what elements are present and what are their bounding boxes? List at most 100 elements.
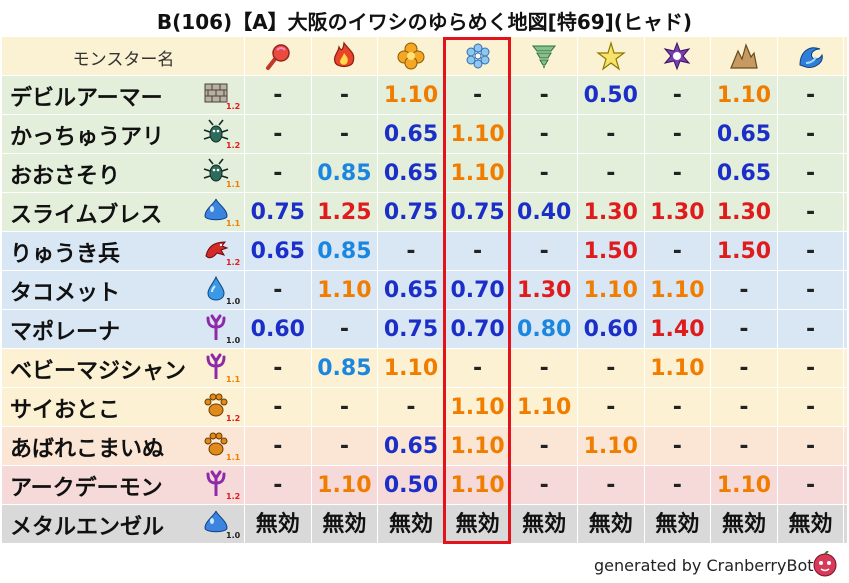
resistance-value: - xyxy=(711,310,778,348)
slime-icon xyxy=(203,509,229,535)
hyado-ice-icon xyxy=(445,37,512,75)
jibaria-rock-spikes-icon xyxy=(711,37,778,75)
monster-name: アークデーモン xyxy=(10,476,163,501)
resistance-value: 0.65 xyxy=(711,115,778,153)
resistance-value: - xyxy=(511,427,578,465)
demon-trident-icon xyxy=(203,353,229,380)
resistance-value: - xyxy=(511,76,578,114)
monster-name: ベビーマジシャン xyxy=(10,359,187,384)
resistance-value: 無効 xyxy=(778,505,845,543)
resistance-value: - xyxy=(645,427,712,465)
resistance-value: 0.60 xyxy=(245,310,312,348)
resistance-value: - xyxy=(645,154,712,192)
resistance-value: - xyxy=(312,115,379,153)
insect-icon xyxy=(203,158,229,184)
resistance-value: 1.10 xyxy=(378,76,445,114)
resistance-value: 0.75 xyxy=(378,310,445,348)
table-row: ベビーマジシャン 1.1-0.85 1.10- - -1.10- - xyxy=(2,349,847,388)
monster-name: かっちゅうアリ xyxy=(10,125,165,150)
resistance-value: - xyxy=(778,466,845,504)
resistance-value: 1.30 xyxy=(511,271,578,309)
table-header-row: モンスター名 xyxy=(2,37,847,76)
resistance-value: - xyxy=(645,115,712,153)
table-row: あばれこまいぬ 1.1- -0.65 1.10-1.10- - - xyxy=(2,427,847,466)
resistance-value: - xyxy=(778,388,845,426)
resistance-value: - xyxy=(578,349,645,387)
resistance-value: 0.80 xyxy=(511,310,578,348)
resistance-value: 1.50 xyxy=(578,232,645,270)
monster-name: スライムブレス xyxy=(10,203,163,228)
resistance-value: 1.30 xyxy=(578,193,645,231)
page-title: B(106)【A】大阪のイワシのゆらめく地図[特69](ヒャド) xyxy=(156,10,693,34)
resistance-value: 0.75 xyxy=(378,193,445,231)
resistance-value: - xyxy=(645,76,712,114)
resistance-value: - xyxy=(511,349,578,387)
resistance-value: 無効 xyxy=(578,505,645,543)
table-row: おおさそり 1.1-0.85 0.65 1.10- - -0.65- xyxy=(2,154,847,193)
resistance-value: - xyxy=(245,388,312,426)
resistance-value: - xyxy=(245,466,312,504)
resistance-value: - xyxy=(711,271,778,309)
resistance-value: - xyxy=(778,271,845,309)
resistance-value: 無効 xyxy=(378,505,445,543)
monster-name-cell: りゅうき兵 1.2 xyxy=(2,232,245,270)
resistance-value: - xyxy=(578,115,645,153)
resistance-value: 0.85 xyxy=(312,154,379,192)
footer-credit: generated by CranberryBot xyxy=(594,556,814,575)
resistance-value: 1.10 xyxy=(578,271,645,309)
resistance-value: 1.10 xyxy=(445,427,512,465)
resistance-value: 0.65 xyxy=(245,232,312,270)
paw-icon xyxy=(203,392,229,418)
slime-icon xyxy=(203,197,229,223)
level-label: 1.0 xyxy=(226,531,241,540)
monster-name: マポレーナ xyxy=(10,320,121,345)
resistance-value: - xyxy=(578,154,645,192)
resistance-value: - xyxy=(245,349,312,387)
cranberry-mascot-icon xyxy=(812,550,838,577)
demon-trident-icon xyxy=(203,314,229,341)
resistance-value: - xyxy=(778,115,845,153)
dragon-icon xyxy=(203,236,229,262)
monster-name-cell: あばれこまいぬ 1.1 xyxy=(2,427,245,465)
table-row: りゅうき兵 1.2 0.65 0.85- - -1.50-1.50- xyxy=(2,232,847,271)
resistance-value: - xyxy=(378,232,445,270)
table-row: アークデーモン 1.2-1.10 0.50 1.10- - -1.10- xyxy=(2,466,847,505)
level-label: 1.2 xyxy=(226,258,241,267)
resistance-value: 0.40 xyxy=(511,193,578,231)
resistance-value: - xyxy=(578,466,645,504)
io-explosion-icon xyxy=(378,37,445,75)
resistance-value: 0.60 xyxy=(578,310,645,348)
highlighted-column-frame xyxy=(443,37,511,544)
resistance-value: 1.10 xyxy=(378,349,445,387)
resistance-value: 0.65 xyxy=(378,115,445,153)
table-row: デビルアーマー 1.2- -1.10- -0.50-1.10- xyxy=(2,76,847,115)
resistance-value: - xyxy=(378,388,445,426)
resistance-value: - xyxy=(245,115,312,153)
resistance-value: 1.40 xyxy=(645,310,712,348)
resistance-value: - xyxy=(778,349,845,387)
monster-name-cell: ベビーマジシャン 1.1 xyxy=(2,349,245,387)
resistance-value: 無効 xyxy=(312,505,379,543)
insect-icon xyxy=(203,119,229,145)
resistance-value: - xyxy=(645,466,712,504)
resistance-value: - xyxy=(312,388,379,426)
dein-lightning-icon xyxy=(578,37,645,75)
resistance-value: 0.65 xyxy=(378,154,445,192)
resistance-value: 無効 xyxy=(511,505,578,543)
resistance-value: - xyxy=(711,427,778,465)
level-label: 1.0 xyxy=(226,336,241,345)
resistance-value: - xyxy=(312,76,379,114)
monster-name: デビルアーマー xyxy=(10,86,163,111)
demon-trident-icon xyxy=(203,470,229,497)
monster-name-cell: おおさそり 1.1 xyxy=(2,154,245,192)
table-row: タコメット 1.0-1.10 0.65 0.70 1.30 1.10 1.10- - xyxy=(2,271,847,310)
resistance-value: - xyxy=(511,154,578,192)
monster-name-cell: スライムブレス 1.1 xyxy=(2,193,245,231)
level-label: 1.2 xyxy=(226,102,241,111)
resistance-value: - xyxy=(645,232,712,270)
paw-icon xyxy=(203,431,229,457)
resistance-value: 1.10 xyxy=(312,466,379,504)
monster-name: メタルエンゼル xyxy=(10,515,165,540)
resistance-value: 0.85 xyxy=(312,232,379,270)
resistance-value: 1.10 xyxy=(578,427,645,465)
